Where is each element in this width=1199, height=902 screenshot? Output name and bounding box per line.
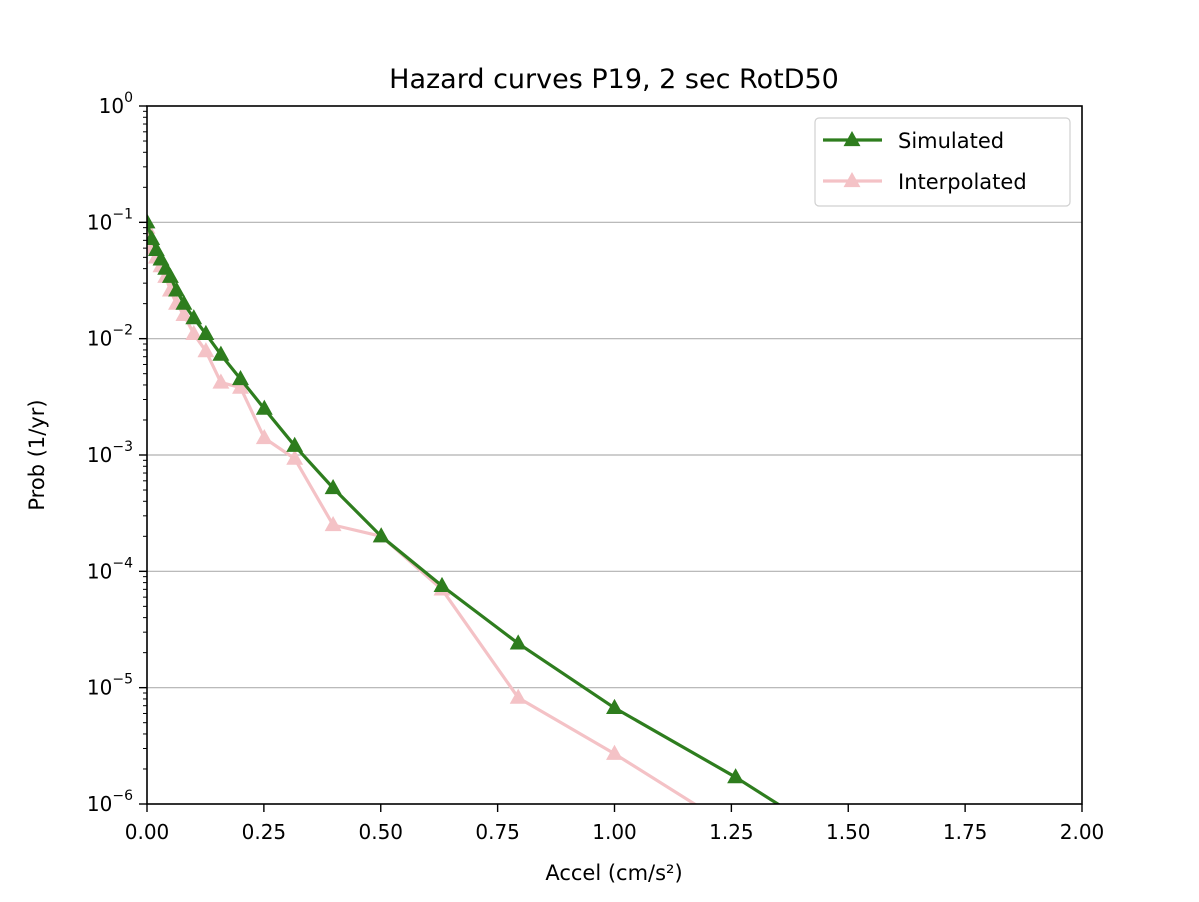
simulated-marker [168,281,185,297]
simulated-marker [372,527,390,543]
legend-simulated-label: Simulated [898,129,1004,153]
simulated-marker [147,213,156,229]
interpolated-marker [324,515,342,532]
interpolated-marker [175,305,193,321]
y-tick-label: 100 [99,90,133,118]
simulated-marker [197,324,215,340]
interpolated-line [147,227,698,804]
x-tick-label: 0.75 [475,820,520,844]
y-tick-label: 10−6 [87,788,133,816]
x-tick-label: 1.50 [826,820,871,844]
series-interpolated [147,218,698,804]
series-simulated [147,213,895,880]
simulated-marker [232,369,249,386]
x-tick-label: 1.75 [943,820,988,844]
series-layer [147,213,895,880]
y-tick-label: 10−2 [87,323,133,351]
x-axis: 0.00 0.25 0.50 0.75 1.00 1.25 1.50 1.75 2.00 [125,804,1105,844]
chart-title: Hazard curves P19, 2 sec RotD50 [389,64,839,95]
simulated-marker [255,399,273,415]
y-tick-label: 10−3 [87,439,133,467]
x-tick-label: 0.50 [358,820,403,844]
legend-interpolated-label: Interpolated [898,170,1027,194]
y-tick-label: 10−4 [87,555,133,583]
simulated-marker [606,698,623,714]
simulated-marker [185,309,203,325]
interpolated-marker [212,373,230,389]
interpolated-marker [606,744,623,760]
y-tick-label: 10−1 [87,206,133,234]
simulated-marker [175,294,193,310]
legend: Simulated Interpolated [814,117,1071,207]
simulated-marker [509,634,527,650]
simulated-marker [727,768,745,784]
x-tick-label: 1.00 [592,820,637,844]
simulated-marker [880,866,895,880]
simulated-marker [161,267,179,283]
interpolated-marker [509,688,527,704]
y-axis-label: Prob (1/yr) [25,399,49,510]
simulated-line [147,221,781,804]
y-tick-label: 10−5 [87,672,133,700]
x-tick-label: 1.25 [709,820,754,844]
interpolated-marker [255,428,273,445]
interpolated-marker [197,342,215,358]
simulated-marker [433,576,451,592]
simulated-marker [324,478,342,495]
interpolated-marker [185,324,203,340]
legend-simulated-marker [843,130,861,147]
x-tick-label: 2.00 [1060,820,1105,844]
legend-interpolated-marker [843,171,861,188]
x-tick-label: 0.00 [125,820,170,844]
x-axis-label: Accel (cm/s²) [545,861,682,885]
simulated-marker [212,345,230,361]
y-axis: 100 10−1 10−2 10−3 10−4 10−5 10−6 [87,90,147,816]
interpolated-marker [286,449,304,465]
interpolated-marker [232,378,249,394]
x-tick-label: 0.25 [242,820,287,844]
simulated-marker [286,436,304,452]
